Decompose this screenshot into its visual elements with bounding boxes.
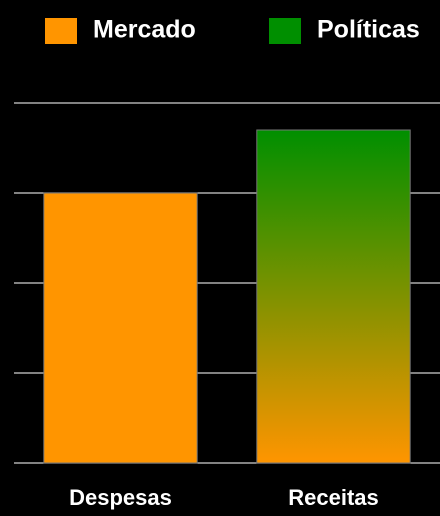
x-tick-label: Receitas <box>288 485 379 510</box>
bar <box>256 129 411 464</box>
legend-swatch <box>45 18 77 44</box>
legend-label: Mercado <box>93 16 196 44</box>
legend-label: Políticas <box>317 16 420 44</box>
legend-swatch <box>269 18 301 44</box>
x-tick-label: Despesas <box>69 485 172 510</box>
bar <box>43 192 198 464</box>
